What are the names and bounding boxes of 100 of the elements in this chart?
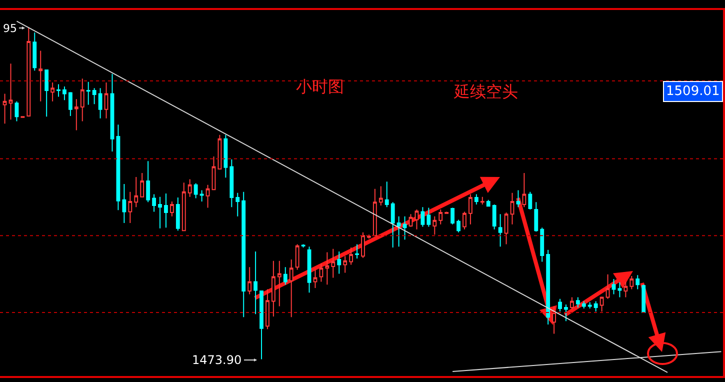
candlestick [612,278,616,295]
candlestick [206,184,210,208]
candlestick [624,281,628,298]
candlestick [110,73,114,152]
candlestick [384,181,389,208]
candlestick [50,82,54,102]
candlestick [212,156,216,190]
candlestick [152,194,156,212]
candlestick [254,251,258,315]
candlestick [194,182,198,199]
candlestick [80,78,84,122]
candlestick [283,266,288,286]
candlestick [480,196,484,205]
candlestick [158,196,162,229]
candlestick [301,244,306,248]
candlestick [402,216,407,240]
candlestick [248,266,252,295]
annotation: 延续空头 [453,82,518,101]
annotation: 小时图 [296,77,344,96]
candlestick [540,227,544,262]
candlestick [92,88,96,105]
candlestick [188,178,192,198]
candlestick [176,197,180,232]
candlestick [2,93,7,124]
candlestick [325,252,330,286]
candlestick [498,214,502,248]
candlestick [474,194,478,205]
candlestick [456,219,460,233]
candlestick [570,296,574,310]
candlestick [218,134,222,170]
candlestick [224,134,228,178]
candlestick [588,302,592,310]
candlestick [528,191,532,210]
candlestick [390,202,395,248]
candlestick [582,300,586,310]
candlestick [486,199,490,207]
candlestick [134,176,138,208]
candlestick [636,274,640,290]
candlestick [104,82,108,119]
candlestick [271,260,276,317]
candlestick [56,84,60,98]
candlestick [546,249,550,325]
candlestick [289,258,294,318]
candlestick [576,296,580,308]
candlestick [319,262,324,282]
candlestick [44,69,49,118]
candlestick [62,86,66,101]
candlestick [337,251,342,274]
candlestick [492,204,496,230]
candlestick [558,298,562,312]
candlestick [349,247,354,266]
candlestick [534,202,538,232]
candlestick [14,100,19,122]
candlestick [68,92,72,117]
candlestick [128,191,132,224]
candlestick [432,216,437,236]
candlestick [74,98,78,131]
candlestick [426,207,431,228]
candlestick [26,27,31,117]
candlestick [522,172,526,208]
candlestick [98,88,102,119]
candlestick [606,274,610,300]
candlestick [594,300,598,312]
candlestick [86,81,90,106]
candlestick [236,192,240,217]
candlestick [372,188,377,236]
candlestick [38,50,43,102]
candlestick [140,172,144,198]
annotation: 95 [3,22,17,35]
candlestick [8,63,13,120]
candlestick [355,244,359,259]
candlestick [295,244,300,270]
annotation: 1473.90 [192,353,242,367]
candlestick [420,206,425,228]
candlestick [504,212,508,245]
candlestick [378,186,383,206]
candlestick [200,190,204,202]
candlestick [242,191,246,318]
candlestick [116,124,120,211]
candlestick [182,182,186,232]
candlestick [396,216,401,248]
annotation: 1509.01 [666,84,720,99]
candlestick [32,32,37,72]
candlestick [408,214,413,228]
candlestick [516,190,520,208]
candlestick [564,304,568,322]
candlestick [122,183,126,224]
candlestick [260,290,264,360]
candlestick [277,260,282,307]
candlestick [313,269,318,288]
candlestick [444,211,449,214]
candlestick [343,256,348,274]
candlestick [462,211,466,230]
candlestick [552,306,556,334]
candlestick [361,232,365,258]
candlestick [468,194,472,225]
candlestick [170,201,174,217]
candlestick [164,193,168,228]
candlestick [630,276,634,290]
candlestick [307,246,312,294]
